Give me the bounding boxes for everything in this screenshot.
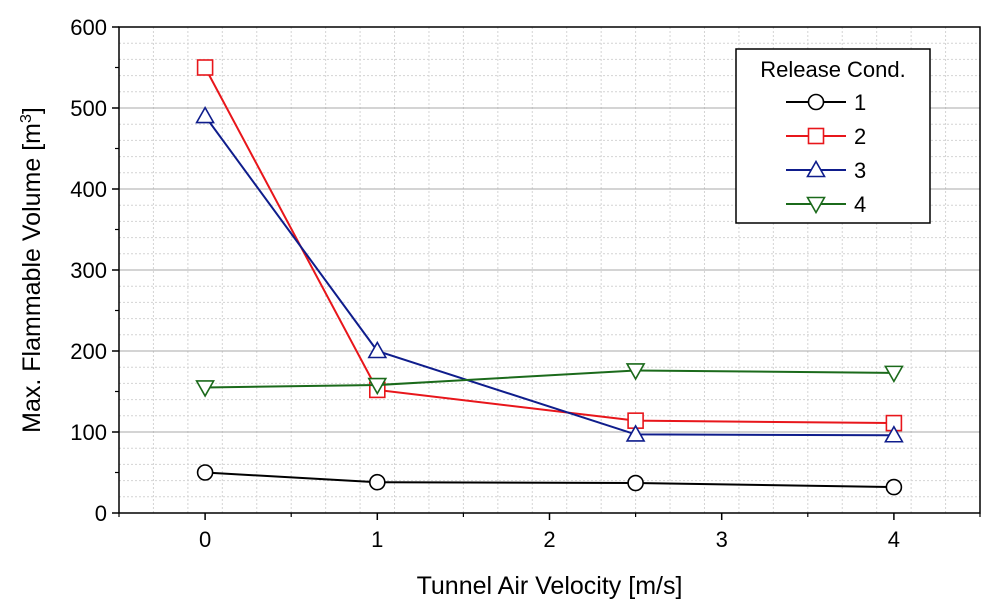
series-3-point (625, 424, 646, 442)
series-1 (196, 464, 903, 496)
x-axis-title: Tunnel Air Velocity [m/s] (417, 572, 683, 600)
legend: Release Cond. 1 2 3 4 (735, 48, 931, 224)
legend-marker (806, 196, 826, 215)
y-axis-title-end: ] (18, 107, 46, 114)
series-4-point (625, 363, 646, 381)
series-4-point (884, 365, 904, 383)
legend-marker (807, 127, 825, 145)
series-2 (196, 59, 903, 432)
series-4 (195, 363, 904, 398)
grid (118, 26, 981, 514)
x-tick-label: 3 (716, 527, 728, 552)
series-3-point (367, 340, 388, 359)
y-tick-label: 300 (70, 258, 107, 283)
x-tick-label: 0 (199, 527, 211, 552)
y-axis-title-main: Max. Flammable Volume [m (18, 123, 46, 433)
legend-marker (806, 159, 826, 178)
series-1-point (627, 474, 644, 492)
y-tick-label: 600 (70, 15, 107, 40)
axes: 0 1 2 3 4 0 100 200 300 400 500 600 (70, 15, 981, 552)
y-tick-label: 100 (70, 420, 107, 445)
series-1-line (205, 471, 894, 489)
series-4-point (367, 377, 388, 396)
series-3-point (195, 105, 215, 124)
y-tick-label: 0 (95, 501, 107, 526)
y-tick-label: 200 (70, 339, 107, 364)
series-2-point (196, 59, 214, 76)
legend-entries: 1 2 3 4 (786, 90, 866, 217)
y-tick-label: 500 (70, 96, 107, 121)
series-4-line (205, 369, 894, 389)
legend-entry-1: 1 (786, 90, 866, 115)
legend-entry-3: 3 (786, 158, 866, 183)
x-tick-label: 2 (543, 527, 555, 552)
series-3-point (884, 425, 904, 443)
series-3 (195, 105, 904, 443)
series-1-point (885, 478, 903, 496)
series-1-point (368, 473, 386, 491)
y-axis-title-superscript: 3 (18, 114, 35, 123)
legend-title: Release Cond. (760, 57, 906, 82)
x-tick-label: 4 (888, 527, 900, 552)
series-3-line (204, 115, 894, 437)
series-4-point (195, 380, 215, 398)
legend-entry-4: 4 (786, 192, 866, 217)
legend-label: 1 (854, 90, 866, 115)
series-2-line (204, 67, 894, 425)
legend-entry-2: 2 (786, 124, 866, 149)
legend-label: 4 (854, 192, 866, 217)
x-tick-label: 1 (371, 527, 383, 552)
y-axis-title: Max. Flammable Volume [m3] (18, 107, 46, 433)
legend-label: 3 (854, 158, 866, 183)
series-layer (195, 59, 904, 496)
y-tick-label: 400 (70, 177, 107, 202)
series-1-point (196, 464, 214, 481)
legend-label: 2 (854, 124, 866, 149)
legend-marker (807, 93, 825, 111)
